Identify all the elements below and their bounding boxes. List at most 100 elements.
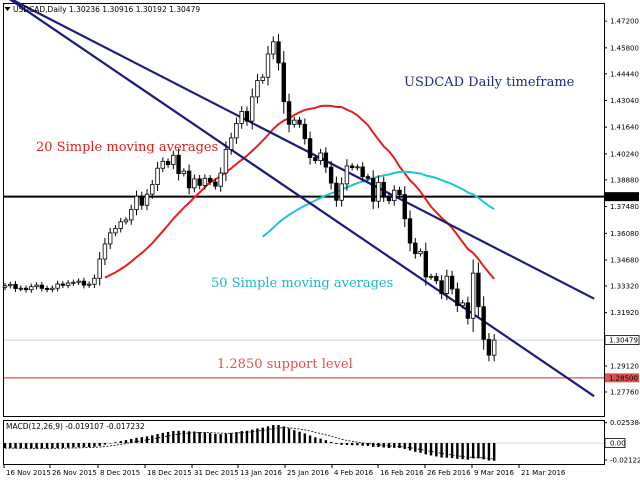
candle-bear	[297, 119, 302, 125]
price-tick-label: 1.43040	[610, 97, 639, 105]
macd-bar	[440, 443, 443, 458]
macd-bar	[214, 433, 217, 444]
time-tick-label: 25 Jan 2016	[287, 469, 330, 477]
macd-bar	[340, 443, 343, 445]
candle-bull	[470, 272, 476, 319]
time-tick-label: 16 Nov 2015	[6, 469, 51, 477]
macd-bar	[135, 437, 138, 444]
candle-bear	[39, 284, 45, 289]
candle-bull	[260, 76, 265, 81]
macd-bar	[240, 431, 243, 444]
candle-bear	[349, 165, 355, 169]
lower-trend-line[interactable]	[5, 0, 595, 398]
time-tick-label: 18 Dec 2015	[147, 469, 192, 477]
candle-bull	[160, 160, 165, 169]
macd-bar	[308, 435, 312, 444]
price-tag-box	[605, 192, 639, 202]
dropdown-triangle-icon[interactable]	[4, 7, 11, 11]
macd-bar	[82, 443, 86, 448]
candle-bear	[402, 194, 407, 220]
candle-bull	[50, 287, 55, 290]
candle-bull	[228, 137, 234, 150]
candle-bear	[176, 154, 181, 174]
macd-bar	[203, 432, 207, 444]
candle-bull	[239, 110, 244, 124]
candle-bull	[181, 170, 187, 174]
sma-20-line[interactable]	[104, 104, 495, 280]
macd-bar	[450, 443, 454, 459]
macd-bar	[219, 434, 222, 444]
candle-bull	[97, 258, 102, 279]
macd-histogram	[3, 425, 604, 461]
candle-bull	[223, 149, 229, 174]
macd-tick-label: 0.00	[610, 440, 626, 448]
macd-bar	[403, 443, 406, 449]
macd-bar	[429, 443, 433, 456]
candle-bull	[118, 221, 123, 229]
macd-bar	[193, 431, 196, 444]
price-tags: 1.38000 1.28500 1.30479	[604, 192, 640, 383]
candle-bull	[392, 189, 397, 202]
upper-trend-line[interactable]	[5, 0, 595, 300]
macd-bar	[361, 443, 364, 446]
macd-bar	[3, 443, 7, 449]
candle-bear	[381, 181, 386, 197]
candle-bear	[386, 195, 392, 202]
macd-bar	[435, 443, 438, 457]
macd-bar	[424, 443, 427, 455]
time-tick-label: 13 Jan 2016	[240, 469, 283, 477]
price-tick-label: 1.40240	[610, 150, 639, 158]
macd-tick-label: 0.025384	[610, 419, 640, 427]
candle-bull	[155, 167, 160, 186]
candle-bear	[370, 177, 376, 202]
macd-bar	[419, 443, 422, 453]
macd-bar	[224, 433, 228, 444]
macd-bar	[235, 432, 238, 444]
candle-bear	[165, 160, 171, 166]
candle-bear	[186, 170, 192, 189]
macd-bar	[66, 443, 70, 448]
macd-bar	[124, 440, 128, 444]
annotation-timeframe: USDCAD Daily timeframe	[404, 75, 575, 90]
candle-bear	[302, 123, 308, 140]
macd-bar	[482, 443, 485, 460]
price-lines	[4, 195, 604, 379]
macd-bar	[492, 443, 496, 461]
price-tick-label: 1.41640	[610, 124, 639, 132]
macd-bar	[298, 431, 301, 444]
price-tag-label: 1.38000	[609, 193, 638, 201]
candle-bear	[455, 288, 460, 306]
candle-bull	[355, 166, 360, 169]
macd-bar	[398, 443, 401, 449]
macd-bar	[461, 443, 464, 460]
price-tick-label: 1.31920	[610, 309, 639, 317]
price-tick-label: 1.44440	[610, 70, 639, 78]
time-tick-label: 9 Mar 2016	[474, 469, 514, 477]
chart-header: USDCAD,Daily 1.30236 1.30916 1.30192 1.3…	[13, 5, 200, 14]
candle-bull	[250, 96, 255, 122]
trend-lines	[5, 0, 595, 398]
candle-bull	[65, 282, 71, 286]
macd-bar	[187, 431, 191, 444]
candle-bear	[486, 338, 492, 356]
price-tick-label: 1.27760	[610, 388, 639, 396]
candle-bear	[413, 242, 418, 255]
macd-bar	[445, 443, 449, 458]
annotation-support: 1.2850 support level	[217, 357, 353, 372]
macd-bar	[98, 443, 101, 446]
candle-bear	[365, 176, 371, 179]
time-axis: 16 Nov 2015 26 Nov 2015 8 Dec 2015 18 Dec 2…	[3, 464, 566, 477]
macd-bar	[287, 428, 291, 444]
candle-bear	[281, 62, 286, 103]
macd-bar	[77, 443, 80, 448]
candle-bull	[108, 232, 113, 245]
macd-tick-label: -0.021225	[610, 457, 640, 465]
macd-bar	[377, 443, 380, 448]
candle-bear	[397, 189, 402, 195]
candle-bear	[23, 287, 29, 291]
candle-bear	[328, 166, 334, 184]
macd-bar	[414, 443, 417, 452]
time-tick-label: 26 Feb 2016	[427, 469, 471, 477]
candle-bull	[129, 209, 134, 221]
